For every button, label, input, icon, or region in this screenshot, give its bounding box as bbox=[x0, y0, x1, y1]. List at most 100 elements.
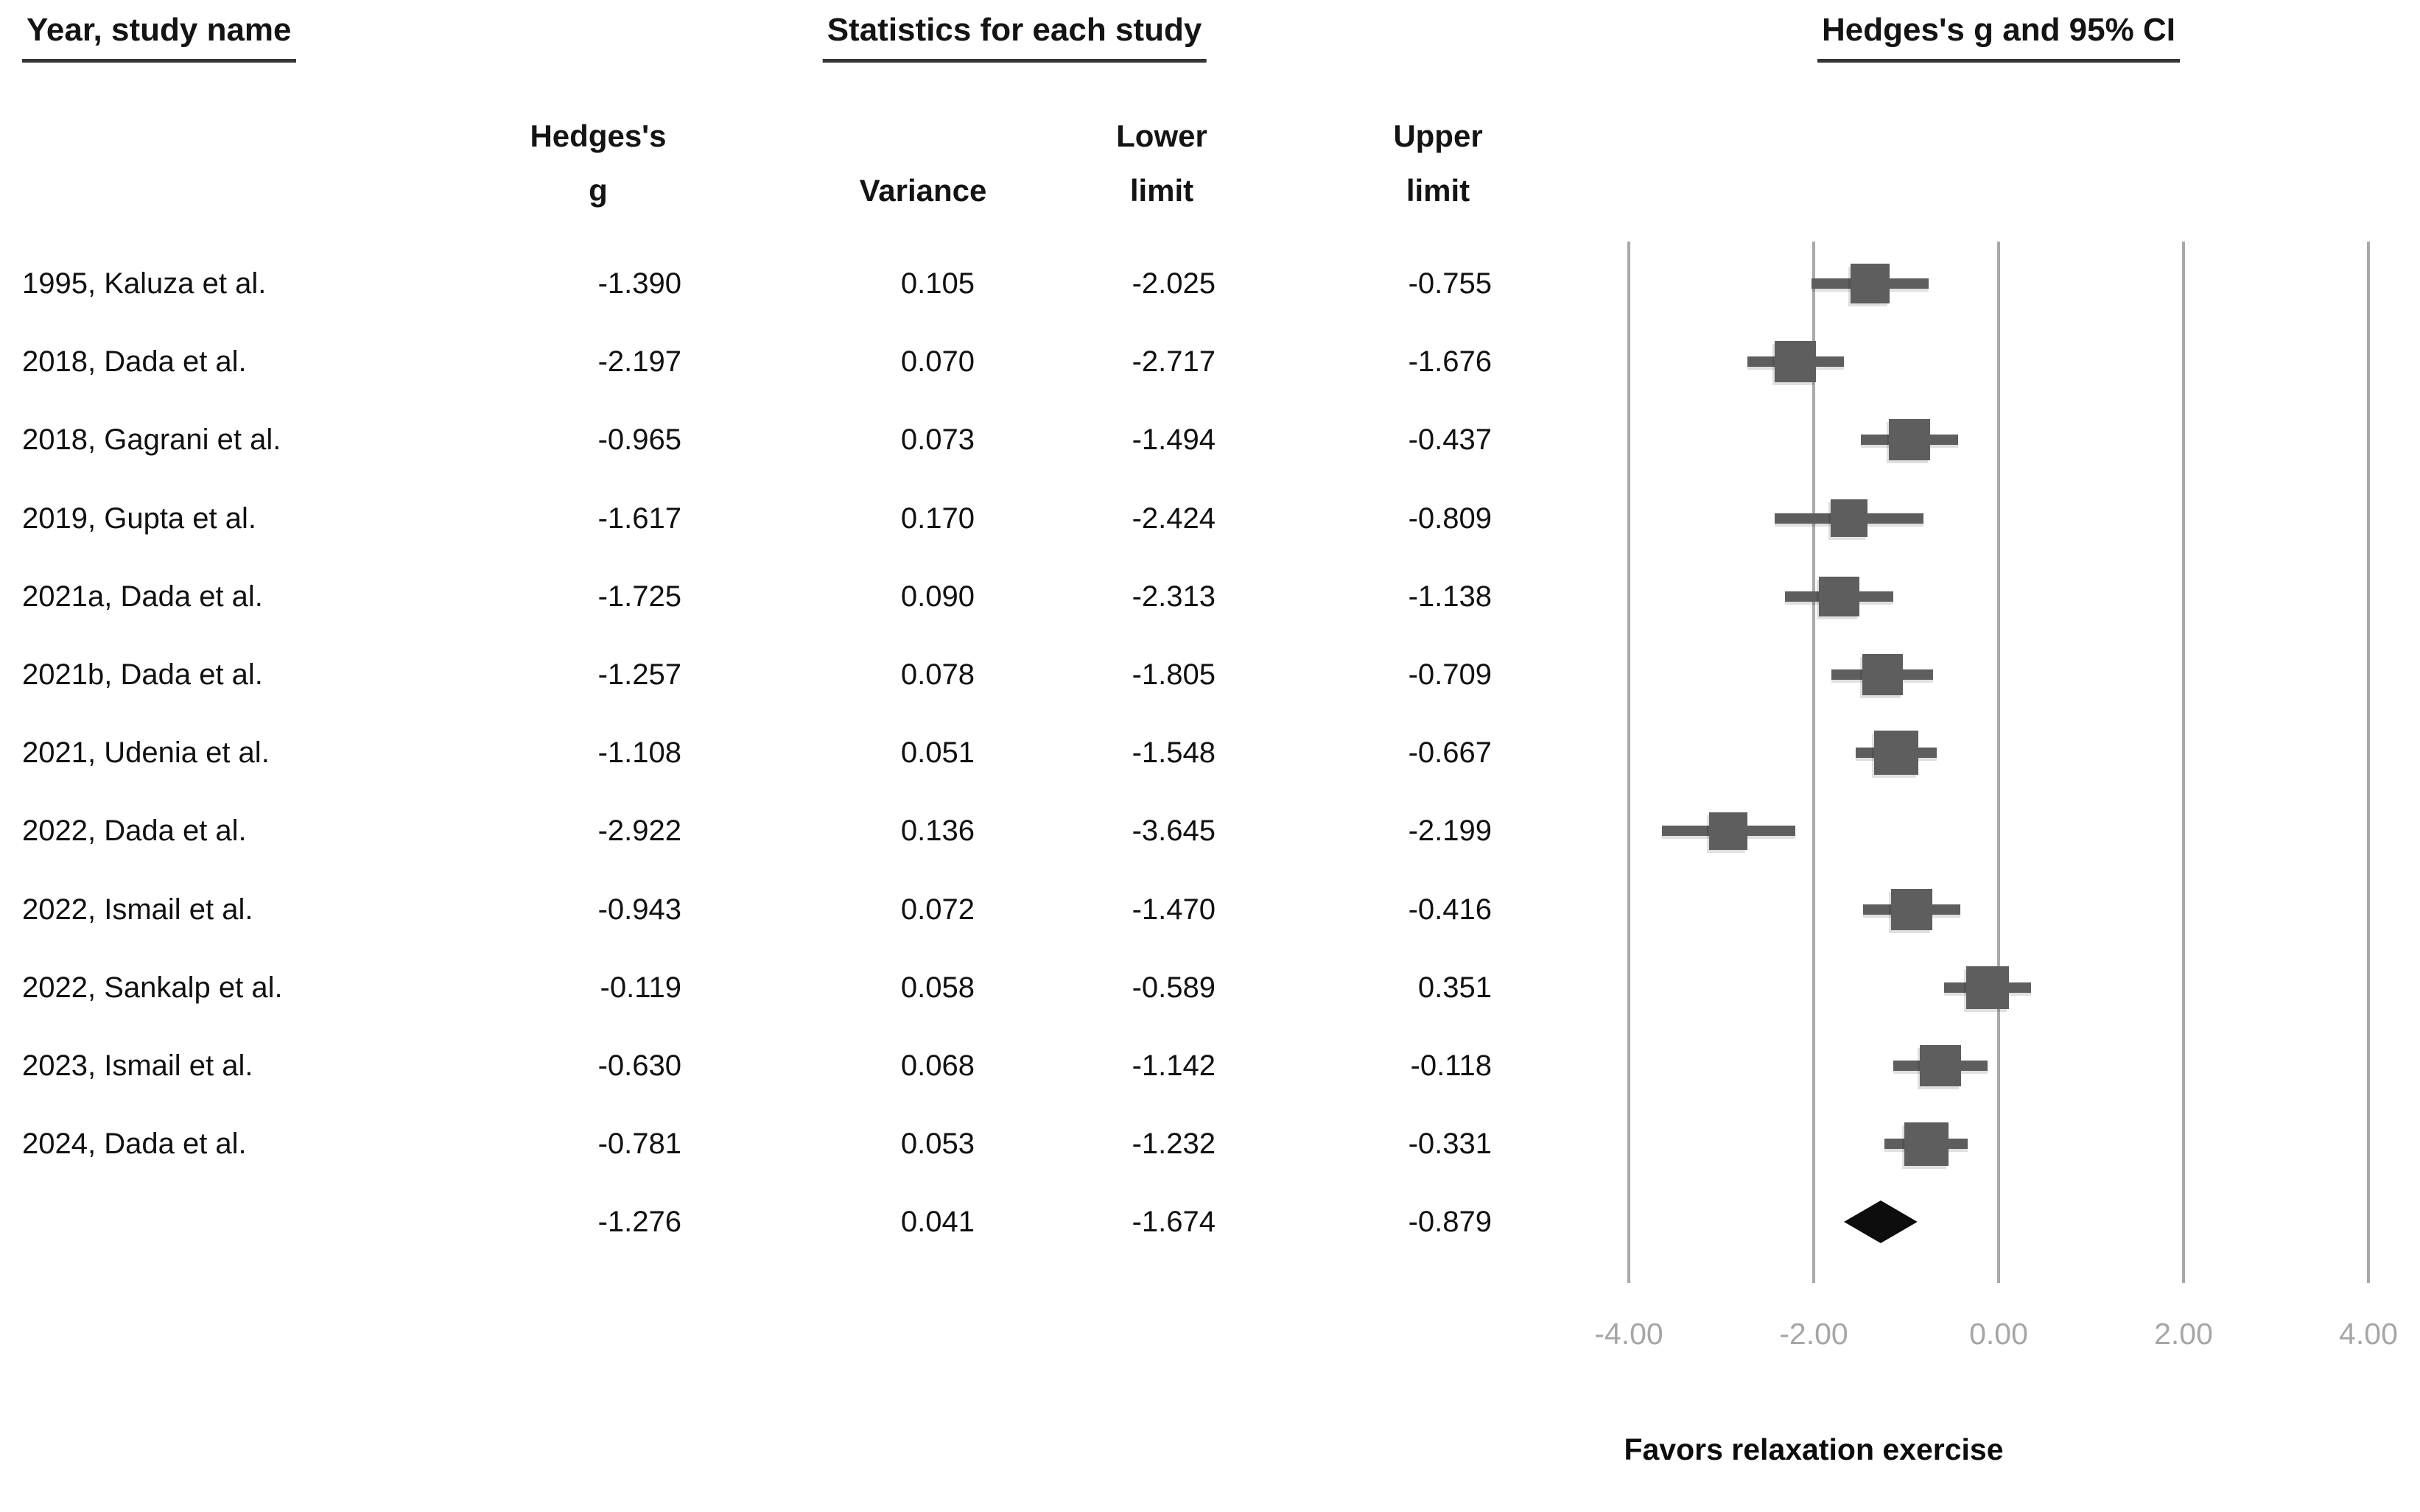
table-row-lower-limit-cell: -1.470 bbox=[1132, 893, 1216, 926]
table-row-variance-cell: 0.105 bbox=[900, 267, 975, 300]
x-gridline bbox=[1997, 242, 2000, 1283]
subheader-lower-line1: Lower bbox=[1116, 119, 1207, 153]
table-row-upper-limit-cell: -2.199 bbox=[1408, 815, 1492, 848]
table-row-upper-limit-cell: -0.709 bbox=[1408, 658, 1492, 691]
column-header-statistics: Statistics for each study bbox=[822, 12, 1207, 63]
subheader-variance: Variance bbox=[860, 163, 987, 218]
table-row-study-name-cell: 2022, Ismail et al. bbox=[22, 893, 253, 926]
subheader-hedges-g-line1: Hedges's bbox=[530, 119, 667, 153]
table-row-lower-limit-cell: -1.494 bbox=[1132, 423, 1216, 457]
table-row-upper-limit-cell: -0.437 bbox=[1408, 423, 1492, 457]
x-tick-label: 2.00 bbox=[2154, 1317, 2213, 1351]
table-row-study-name-cell: 2021, Udenia et al. bbox=[22, 736, 270, 770]
subheader-upper-line1: Upper bbox=[1393, 119, 1483, 153]
table-row-variance-cell: 0.073 bbox=[900, 423, 975, 457]
subheader-lower-limit: Lower limit bbox=[1116, 109, 1207, 218]
x-tick-label: -4.00 bbox=[1594, 1317, 1663, 1351]
table-row-lower-limit-cell: -1.548 bbox=[1132, 736, 1216, 770]
table-row-variance-cell: 0.053 bbox=[900, 1128, 975, 1161]
x-gridline bbox=[1812, 242, 1815, 1283]
column-header-statistics-label: Statistics for each study bbox=[827, 12, 1202, 48]
table-row-hedges-g-cell: -1.108 bbox=[597, 736, 681, 770]
table-row-upper-limit-cell: -0.416 bbox=[1408, 893, 1492, 926]
effect-size-square bbox=[1819, 576, 1859, 616]
favors-label: Favors relaxation exercise bbox=[1624, 1432, 2004, 1466]
table-row-hedges-g-cell: -1.257 bbox=[597, 658, 681, 691]
x-tick-label: -2.00 bbox=[1779, 1317, 1848, 1351]
subheader-hedges-g: Hedges's g bbox=[530, 109, 666, 218]
x-tick-label: 0.00 bbox=[1969, 1317, 2028, 1351]
table-row-upper-limit-cell: -0.118 bbox=[1410, 1049, 1492, 1082]
column-header-study: Year, study name bbox=[22, 12, 296, 63]
column-header-plot-label: Hedges's g and 95% CI bbox=[1822, 12, 2175, 48]
x-tick-label: 4.00 bbox=[2339, 1317, 2398, 1351]
x-gridline bbox=[2367, 242, 2370, 1283]
table-row-study-name-cell: 2022, Dada et al. bbox=[22, 815, 247, 848]
table-row-study-name-cell: 2024, Dada et al. bbox=[22, 1128, 247, 1161]
effect-size-square bbox=[1850, 264, 1890, 303]
table-row-upper-limit-cell: -1.676 bbox=[1408, 345, 1492, 379]
effect-size-square bbox=[1862, 654, 1903, 695]
subheader-lower-line2: limit bbox=[1129, 173, 1194, 208]
table-row-upper-limit-cell: -1.138 bbox=[1408, 580, 1492, 613]
table-row-upper-limit-cell: 0.351 bbox=[1417, 971, 1492, 1004]
table-row-variance-cell: 0.170 bbox=[900, 502, 975, 535]
table-row-lower-limit-cell: -2.313 bbox=[1132, 580, 1216, 613]
table-row-study-name-cell: 1995, Kaluza et al. bbox=[22, 267, 267, 300]
summary-row-variance-cell: 0.041 bbox=[900, 1206, 975, 1239]
subheader-hedges-g-line2: g bbox=[589, 173, 608, 208]
table-row-hedges-g-cell: -1.725 bbox=[597, 580, 681, 613]
table-row-hedges-g-cell: -0.965 bbox=[597, 423, 681, 457]
summary-row-upper-limit-cell: -0.879 bbox=[1408, 1206, 1492, 1239]
summary-row-lower-limit-cell: -1.674 bbox=[1132, 1206, 1216, 1239]
table-row-study-name-cell: 2018, Gagrani et al. bbox=[22, 423, 281, 457]
table-row-upper-limit-cell: -0.809 bbox=[1408, 502, 1492, 535]
table-row-variance-cell: 0.078 bbox=[900, 658, 975, 691]
pooled-effect-diamond-shape bbox=[1843, 1200, 1918, 1244]
table-row-lower-limit-cell: -1.805 bbox=[1132, 658, 1216, 691]
x-gridline bbox=[1627, 242, 1630, 1283]
effect-size-square bbox=[1775, 341, 1817, 383]
column-header-study-label: Year, study name bbox=[27, 12, 292, 48]
table-row-lower-limit-cell: -1.232 bbox=[1132, 1128, 1216, 1161]
effect-size-square bbox=[1874, 731, 1918, 776]
table-row-study-name-cell: 2018, Dada et al. bbox=[22, 345, 247, 379]
table-row-variance-cell: 0.068 bbox=[900, 1049, 975, 1082]
subheader-upper-limit: Upper limit bbox=[1393, 109, 1482, 218]
table-row-hedges-g-cell: -2.197 bbox=[597, 345, 681, 379]
effect-size-square bbox=[1890, 888, 1932, 930]
table-row-hedges-g-cell: -0.630 bbox=[597, 1049, 681, 1082]
table-row-hedges-g-cell: -0.781 bbox=[597, 1128, 681, 1161]
table-row-study-name-cell: 2021a, Dada et al. bbox=[22, 580, 263, 613]
effect-size-square bbox=[1709, 812, 1748, 851]
table-row-hedges-g-cell: -1.617 bbox=[597, 502, 681, 535]
table-row-variance-cell: 0.072 bbox=[900, 893, 975, 926]
subheader-upper-line2: limit bbox=[1406, 173, 1470, 208]
table-row-upper-limit-cell: -0.755 bbox=[1408, 267, 1492, 300]
table-row-hedges-g-cell: -1.390 bbox=[597, 267, 681, 300]
table-row-variance-cell: 0.070 bbox=[900, 345, 975, 379]
table-row-hedges-g-cell: -2.922 bbox=[597, 815, 681, 848]
table-row-study-name-cell: 2022, Sankalp et al. bbox=[22, 971, 283, 1004]
table-row-study-name-cell: 2023, Ismail et al. bbox=[22, 1049, 253, 1082]
table-row-variance-cell: 0.136 bbox=[900, 815, 975, 848]
table-row-lower-limit-cell: -2.025 bbox=[1132, 267, 1216, 300]
effect-size-square bbox=[1888, 419, 1930, 461]
effect-size-square bbox=[1919, 1044, 1962, 1087]
table-row-lower-limit-cell: -1.142 bbox=[1132, 1049, 1216, 1082]
table-row-upper-limit-cell: -0.667 bbox=[1408, 736, 1492, 770]
table-row-lower-limit-cell: -2.424 bbox=[1132, 502, 1216, 535]
table-row-lower-limit-cell: -3.645 bbox=[1132, 815, 1216, 848]
table-row-lower-limit-cell: -0.589 bbox=[1132, 971, 1216, 1004]
table-row-upper-limit-cell: -0.331 bbox=[1408, 1128, 1492, 1161]
table-row-variance-cell: 0.051 bbox=[900, 736, 975, 770]
column-header-plot: Hedges's g and 95% CI bbox=[1817, 12, 2180, 63]
subheader-variance-label: Variance bbox=[859, 173, 987, 208]
x-gridline bbox=[2182, 242, 2185, 1283]
effect-size-square bbox=[1904, 1122, 1949, 1166]
table-row-hedges-g-cell: -0.943 bbox=[597, 893, 681, 926]
table-row-lower-limit-cell: -2.717 bbox=[1132, 345, 1216, 379]
effect-size-square bbox=[1965, 966, 2010, 1009]
table-row-study-name-cell: 2021b, Dada et al. bbox=[22, 658, 263, 691]
table-row-variance-cell: 0.090 bbox=[900, 580, 975, 613]
